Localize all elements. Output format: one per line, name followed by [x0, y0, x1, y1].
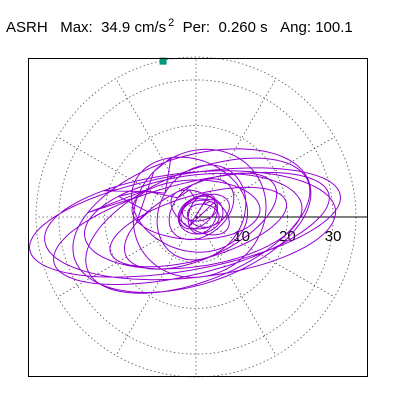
angle-label: Ang:	[280, 19, 312, 36]
period-label: Per:	[182, 19, 211, 36]
plot-frame	[28, 58, 368, 377]
station-code: ASRH	[6, 19, 48, 36]
orbit-trace	[28, 148, 342, 294]
max-unit: cm/s	[134, 19, 167, 36]
max-value: 34.9	[101, 19, 131, 36]
grid-spoke	[195, 216, 335, 298]
grid-spoke	[195, 78, 277, 218]
angle-value: 100.1	[315, 19, 353, 36]
grid-spoke	[195, 136, 335, 218]
peak-marker	[159, 57, 167, 65]
max-unit-exponent: 2	[168, 17, 175, 29]
max-label: Max:	[60, 19, 93, 36]
grid-spoke	[57, 216, 197, 298]
radial-tick-labels: 10 20 30	[233, 228, 341, 245]
radial-tick-label: 30	[325, 228, 342, 245]
grid-spoke	[195, 216, 277, 356]
grid-spoke	[115, 216, 197, 356]
plot-header: ASRH Max: 34.9 cm/s 2 Per: 0.260 s Ang: 1…	[6, 17, 353, 36]
period-value: 0.260 s	[218, 19, 268, 36]
grid-spoke	[115, 78, 197, 218]
grid-spoke	[57, 136, 197, 218]
